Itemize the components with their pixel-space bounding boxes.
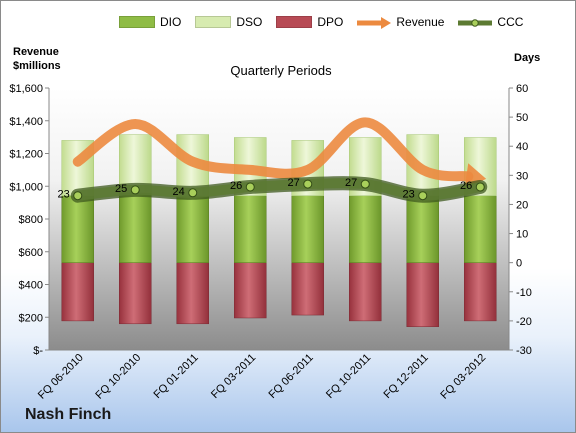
ccc-data-label: 27 (345, 177, 357, 189)
left-tick-label: $1,000 (9, 181, 43, 193)
dpo-bar (61, 262, 94, 322)
dso-swatch (195, 16, 232, 28)
dio-bar (119, 192, 152, 263)
dpo-bar (119, 262, 152, 325)
legend: DIO DSO DPO Revenue CCC (119, 15, 537, 29)
left-axis-title-line1: Revenue (13, 46, 59, 58)
ccc-marker (130, 185, 140, 195)
legend-label-revenue: Revenue (396, 15, 445, 29)
left-tick-label: $1,200 (9, 149, 43, 161)
left-tick-label: $- (33, 345, 43, 357)
legend-item-revenue: Revenue (357, 15, 444, 29)
company-name: Nash Finch (25, 406, 112, 423)
ccc-line (72, 178, 486, 201)
dpo-swatch (276, 16, 313, 28)
right-tick-label: 50 (516, 112, 528, 124)
category-label: FQ 06-2011 (266, 352, 315, 401)
dpo-bar (464, 262, 497, 322)
ccc-data-label: 23 (403, 189, 415, 201)
left-axis-title-line2: $millions (13, 60, 61, 72)
category-label: FQ 03-2011 (209, 352, 258, 401)
dio-bar (291, 195, 324, 263)
ccc-swatch (458, 17, 493, 27)
revenue-line (72, 117, 474, 182)
ccc-data-label: 26 (230, 180, 242, 192)
left-tick-label: $200 (19, 312, 43, 324)
ccc-data-label: 25 (115, 183, 127, 195)
legend-label-dpo: DPO (317, 15, 344, 29)
right-tick-label: -10 (516, 287, 532, 299)
ccc-marker (360, 179, 370, 189)
dio-bar (406, 195, 439, 263)
right-tick-label: -20 (516, 316, 532, 328)
legend-item-ccc: CCC (458, 15, 523, 29)
ccc-marker (475, 182, 485, 192)
dpo-bar (406, 262, 439, 327)
dpo-bar (234, 262, 267, 319)
dio-bar (61, 195, 94, 263)
dio-swatch (119, 16, 155, 28)
right-tick-label: 30 (516, 170, 528, 182)
legend-label-dso: DSO (236, 15, 263, 29)
right-axis-title: Days (514, 52, 541, 64)
ccc-marker (303, 179, 313, 189)
plot-title: Quarterly Periods (230, 63, 332, 78)
dpo-bar (349, 262, 382, 322)
dio-bar (234, 195, 267, 263)
left-tick-label: $600 (19, 247, 43, 259)
ccc-marker (188, 188, 198, 198)
legend-item-dio: DIO (119, 15, 181, 29)
left-tick-label: $400 (19, 280, 43, 292)
category-label: FQ 06-2010 (36, 352, 86, 402)
left-tick-label: $800 (19, 214, 43, 226)
ccc-data-label: 23 (58, 189, 70, 201)
left-axis-title: Revenue $millions (13, 45, 61, 73)
category-label: FQ 10-2011 (324, 352, 373, 401)
ccc-marker (73, 191, 83, 201)
category-label: FQ 10-2010 (93, 352, 143, 402)
ccc-data-label: 24 (173, 186, 185, 198)
ccc-data-label: 27 (288, 177, 300, 189)
dpo-bar (176, 262, 209, 325)
right-tick-label: -30 (516, 345, 532, 357)
legend-item-dso: DSO (195, 15, 262, 29)
dio-bar (349, 195, 382, 263)
dpo-bar (291, 262, 324, 316)
dio-bar (464, 195, 497, 263)
dio-bar (176, 195, 209, 263)
legend-item-dpo: DPO (276, 15, 343, 29)
category-label: FQ 03-2012 (438, 352, 488, 402)
ccc-data-label: 26 (460, 180, 472, 192)
ccc-marker (418, 191, 428, 201)
right-tick-label: 40 (516, 141, 528, 153)
right-tick-label: 0 (516, 258, 522, 270)
legend-label-dio: DIO (160, 15, 182, 29)
revenue-swatch (357, 17, 392, 29)
left-tick-label: $1,600 (9, 83, 43, 95)
legend-label-ccc: CCC (497, 15, 524, 29)
category-label: FQ 01-2011 (151, 352, 200, 401)
right-tick-label: 20 (516, 199, 528, 211)
left-tick-label: $1,400 (9, 116, 43, 128)
right-tick-label: 60 (516, 83, 528, 95)
category-label: FQ 12-2011 (381, 352, 430, 401)
right-tick-label: 10 (516, 229, 528, 241)
ccc-marker (245, 182, 255, 192)
